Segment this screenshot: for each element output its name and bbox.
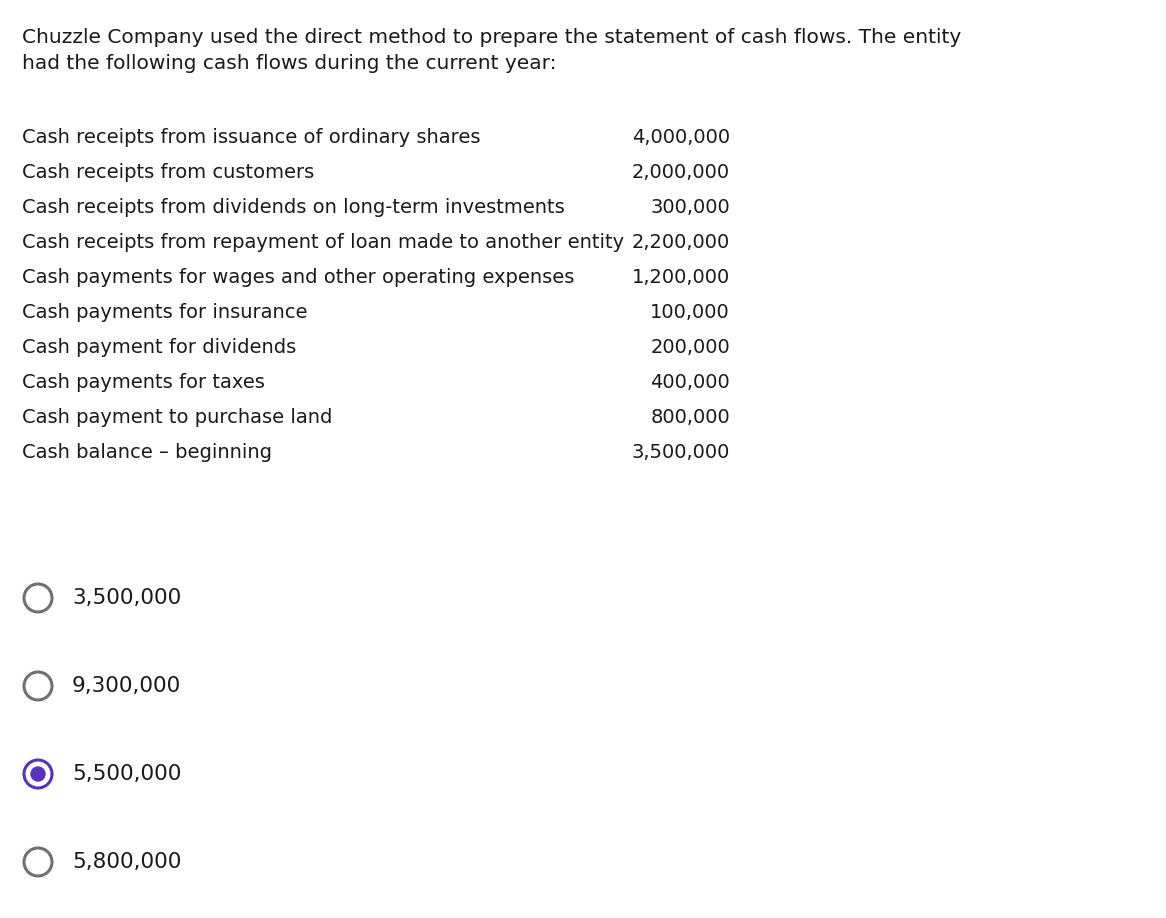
Text: 300,000: 300,000 [651,198,730,217]
Text: Cash payment to purchase land: Cash payment to purchase land [22,408,332,427]
Text: 200,000: 200,000 [651,338,730,357]
Text: 3,500,000: 3,500,000 [72,588,181,608]
Text: 2,200,000: 2,200,000 [632,233,730,252]
Text: 3,500,000: 3,500,000 [632,443,730,462]
Text: Cash payments for insurance: Cash payments for insurance [22,303,308,322]
Text: Cash receipts from repayment of loan made to another entity: Cash receipts from repayment of loan mad… [22,233,624,252]
Text: 1,200,000: 1,200,000 [632,268,730,287]
Text: 100,000: 100,000 [651,303,730,322]
Text: Cash payments for wages and other operating expenses: Cash payments for wages and other operat… [22,268,575,287]
Text: Cash receipts from customers: Cash receipts from customers [22,163,315,182]
Text: 800,000: 800,000 [651,408,730,427]
Text: Cash receipts from dividends on long-term investments: Cash receipts from dividends on long-ter… [22,198,564,217]
Text: Cash payment for dividends: Cash payment for dividends [22,338,296,357]
Text: Cash payments for taxes: Cash payments for taxes [22,373,265,392]
Text: 5,800,000: 5,800,000 [72,852,182,872]
Text: Cash receipts from issuance of ordinary shares: Cash receipts from issuance of ordinary … [22,128,480,147]
Text: Cash balance – beginning: Cash balance – beginning [22,443,272,462]
Circle shape [30,767,45,782]
Text: 9,300,000: 9,300,000 [72,676,181,696]
Text: Chuzzle Company used the direct method to prepare the statement of cash flows. T: Chuzzle Company used the direct method t… [22,28,961,73]
Text: 400,000: 400,000 [651,373,730,392]
Text: 5,500,000: 5,500,000 [72,764,182,784]
Text: 4,000,000: 4,000,000 [632,128,730,147]
Text: 2,000,000: 2,000,000 [632,163,730,182]
